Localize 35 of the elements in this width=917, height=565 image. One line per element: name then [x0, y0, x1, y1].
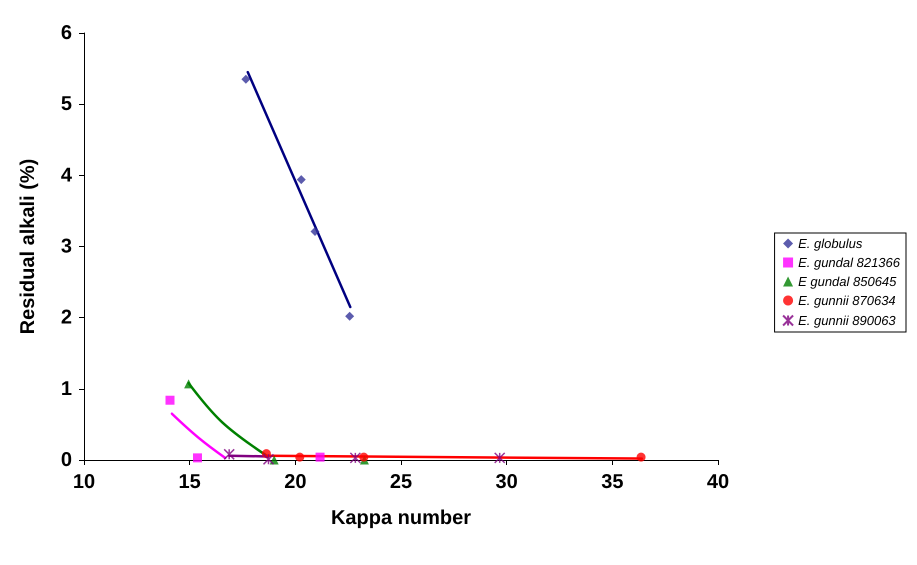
point: [636, 452, 646, 462]
point: [296, 175, 306, 184]
point: [310, 227, 320, 236]
legend-label: E. globulus: [798, 236, 863, 251]
legend-label: E. gunnii 890063: [798, 313, 896, 328]
point: [262, 454, 274, 466]
y-tick-label: 0: [60, 449, 72, 471]
legend-label: E. gunnii 870634: [798, 293, 896, 308]
y-tick-label: 6: [60, 22, 72, 44]
y-axis-title: Residual alkali (%): [17, 158, 39, 334]
y-tick-label: 3: [60, 236, 72, 258]
point: [295, 452, 304, 462]
x-tick-label: 30: [496, 471, 518, 493]
point: [316, 452, 325, 462]
x-tick-label: 20: [284, 471, 306, 493]
point: [345, 312, 354, 321]
x-tick-label: 40: [706, 471, 730, 493]
y-tick-label: 5: [60, 93, 72, 116]
x-axis-title: Kappa number: [330, 507, 472, 529]
legend-label: E gundal 850645: [798, 274, 898, 289]
point: [241, 74, 250, 84]
point: [359, 452, 368, 462]
y-tick-label: 2: [60, 306, 72, 329]
point: [166, 396, 175, 405]
point: [223, 448, 235, 460]
point: [350, 452, 362, 464]
x-tick-label: 15: [178, 471, 201, 493]
x-tick-label: 25: [390, 471, 412, 493]
y-tick-label: 4: [60, 164, 73, 186]
x-tick-label: 35: [601, 471, 624, 493]
x-tick-label: 10: [72, 471, 96, 493]
point: [494, 452, 506, 464]
legend-label: E. gundal 821366: [798, 255, 901, 270]
y-tick-label: 1: [60, 378, 72, 400]
point: [192, 453, 202, 462]
